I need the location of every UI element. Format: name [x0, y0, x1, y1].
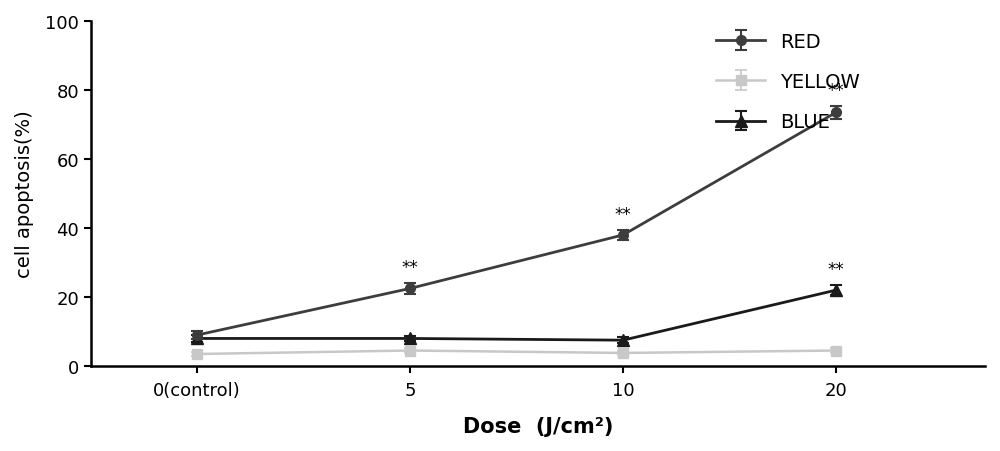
Legend: RED, YELLOW, BLUE: RED, YELLOW, BLUE: [709, 25, 868, 140]
Text: **: **: [828, 82, 844, 99]
Text: **: **: [828, 261, 844, 278]
Y-axis label: cell apoptosis(%): cell apoptosis(%): [15, 110, 34, 278]
Text: **: **: [402, 259, 419, 277]
Text: **: **: [615, 205, 631, 223]
X-axis label: Dose  (J/cm²): Dose (J/cm²): [463, 416, 613, 436]
